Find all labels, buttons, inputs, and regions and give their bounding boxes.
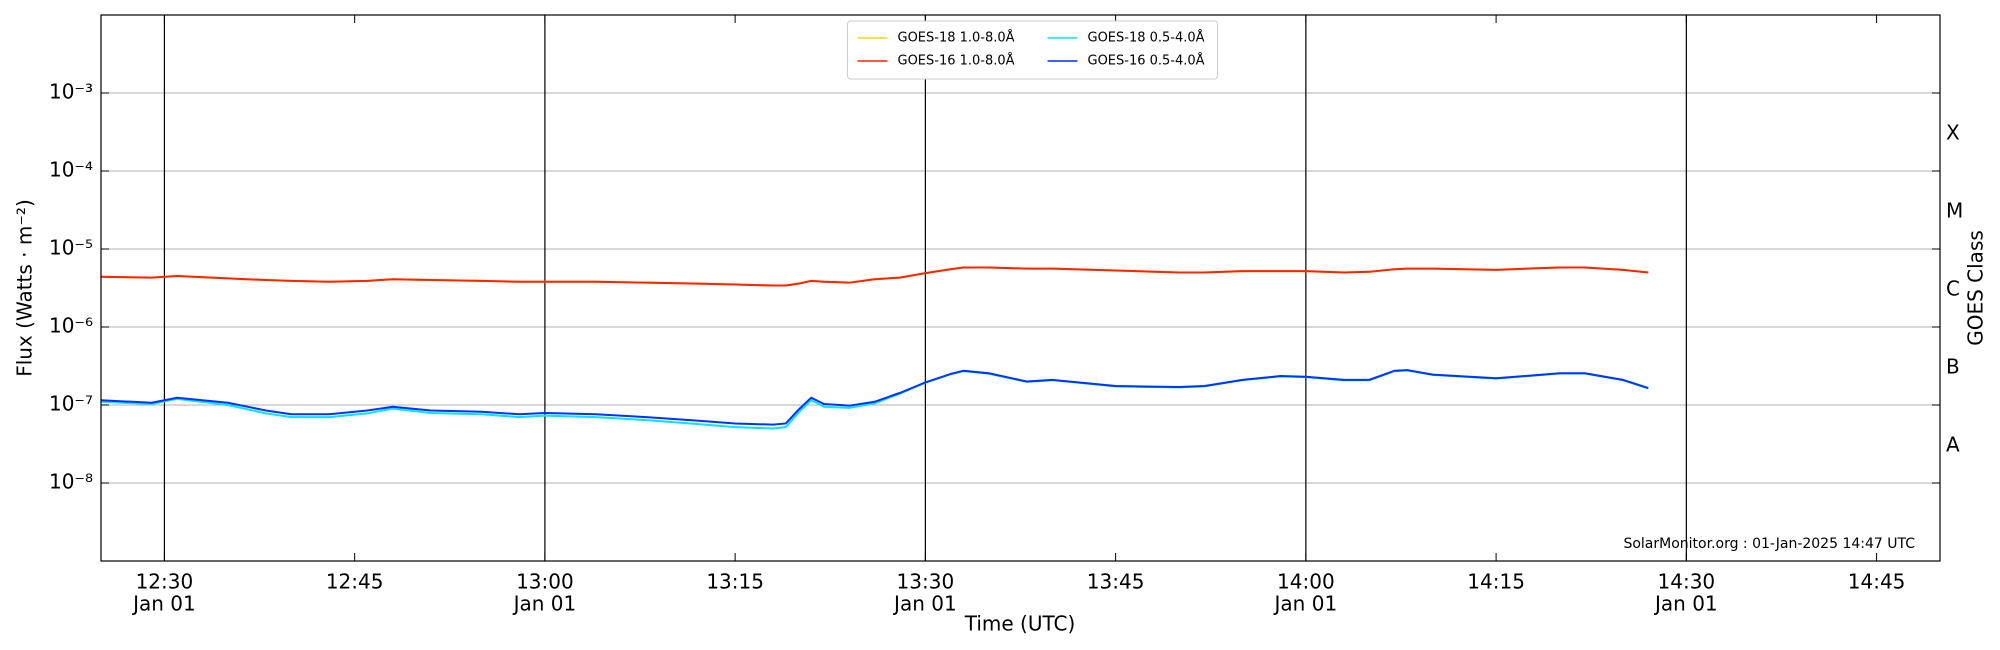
y2-axis-label: GOES Class <box>1964 230 1988 346</box>
x-tick-label: Jan 01 <box>131 592 196 616</box>
annotation: SolarMonitor.org : 01-Jan-2025 14:47 UTC <box>1623 536 1915 552</box>
legend-label: GOES-16 0.5-4.0Å <box>1088 53 1205 69</box>
x-tick-label: 12:45 <box>326 570 384 594</box>
y-tick-label: 10⁻³ <box>49 80 93 104</box>
y-tick-label: 10⁻⁶ <box>49 314 93 338</box>
x-tick-label: 14:15 <box>1467 570 1525 594</box>
y2-tick-label: M <box>1946 198 1963 222</box>
series-line <box>100 369 1649 426</box>
y-tick-label: 10⁻⁵ <box>49 236 93 260</box>
x-tick-label: Jan 01 <box>892 592 957 616</box>
y-tick-label: 10⁻⁸ <box>49 470 93 494</box>
x-tick-label: 14:45 <box>1848 570 1906 594</box>
x-tick-label: 14:00 <box>1277 570 1335 594</box>
legend-label: GOES-16 1.0-8.0Å <box>898 53 1015 69</box>
y2-tick-label: X <box>1946 120 1960 144</box>
y2-tick-label: C <box>1946 276 1960 300</box>
y2-tick-label: B <box>1946 354 1960 378</box>
series-line <box>100 266 1649 287</box>
x-tick-label: 13:30 <box>897 570 955 594</box>
legend-label: GOES-18 1.0-8.0Å <box>898 30 1015 46</box>
legend-label: GOES-18 0.5-4.0Å <box>1088 30 1205 46</box>
y-tick-label: 10⁻⁷ <box>49 392 93 416</box>
x-tick-label: 12:30 <box>136 570 194 594</box>
x-tick-label: Jan 01 <box>1653 592 1718 616</box>
series-line <box>100 369 1649 430</box>
x-tick-label: 13:00 <box>516 570 574 594</box>
x-tick-label: Jan 01 <box>512 592 577 616</box>
x-tick-label: 13:45 <box>1087 570 1145 594</box>
y-axis-label: Flux (Watts · m⁻²) <box>13 199 37 377</box>
plot-frame <box>100 14 1941 562</box>
legend-box <box>847 20 1218 80</box>
x-axis-label: Time (UTC) <box>964 612 1076 636</box>
x-tick-label: Jan 01 <box>1273 592 1338 616</box>
y-tick-label: 10⁻⁴ <box>49 158 93 182</box>
x-tick-label: 13:15 <box>706 570 764 594</box>
x-tick-label: 14:30 <box>1658 570 1716 594</box>
series-line <box>100 266 1649 287</box>
y2-tick-label: A <box>1946 432 1960 456</box>
